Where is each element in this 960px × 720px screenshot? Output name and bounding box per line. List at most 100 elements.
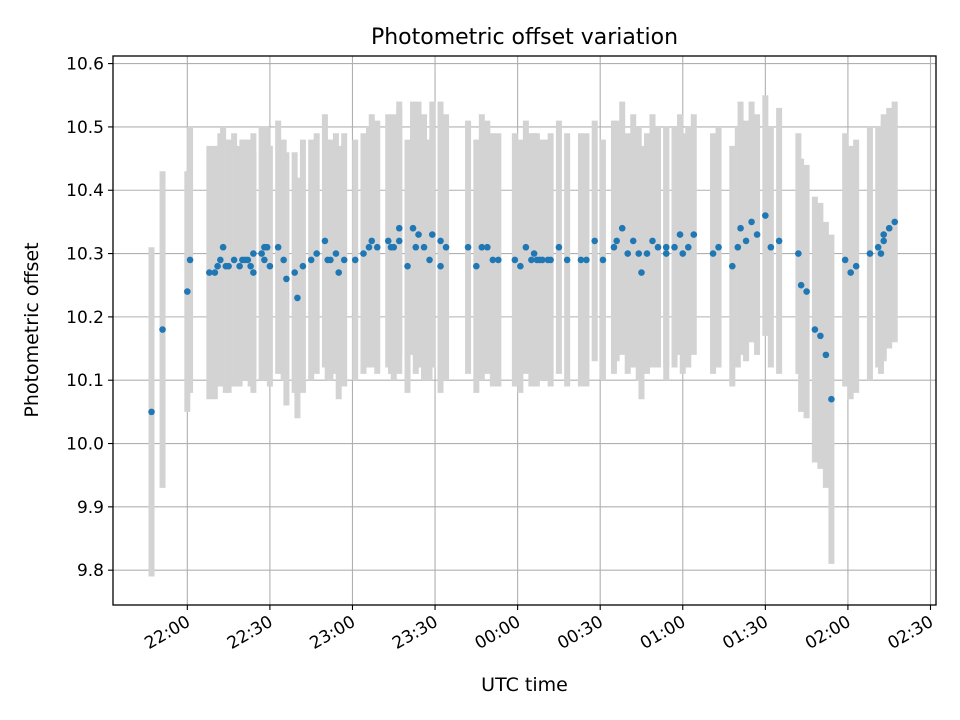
data-point xyxy=(709,250,717,257)
data-point xyxy=(767,243,775,251)
data-point xyxy=(291,269,298,276)
data-point xyxy=(511,256,519,264)
data-point xyxy=(250,269,257,276)
data-point xyxy=(263,243,271,251)
data-points xyxy=(148,212,899,416)
data-point xyxy=(734,243,742,251)
data-point xyxy=(420,243,428,251)
data-point xyxy=(186,256,194,264)
data-point xyxy=(217,256,224,264)
data-point xyxy=(219,243,227,251)
data-point xyxy=(690,231,698,238)
y-tick-label: 10.4 xyxy=(66,181,104,201)
data-point xyxy=(817,332,824,340)
data-point xyxy=(874,243,882,251)
data-point xyxy=(583,256,590,264)
data-point xyxy=(159,326,166,333)
data-point xyxy=(841,256,849,264)
y-axis-label: Photometric offset xyxy=(21,242,43,417)
x-axis-label: UTC time xyxy=(481,674,568,696)
data-point xyxy=(395,237,403,245)
data-point xyxy=(635,250,643,257)
data-point xyxy=(335,269,343,276)
data-point xyxy=(662,243,670,251)
data-point xyxy=(442,243,450,251)
y-tick-label: 10.3 xyxy=(66,245,104,265)
data-point xyxy=(599,256,607,264)
data-point xyxy=(428,231,436,238)
data-point xyxy=(822,351,830,359)
data-point xyxy=(679,250,687,257)
data-point xyxy=(373,243,381,251)
data-point xyxy=(484,243,491,251)
data-point xyxy=(351,256,359,264)
data-point xyxy=(852,262,860,270)
chart-title: Photometric offset variation xyxy=(371,25,678,50)
data-point xyxy=(211,269,219,276)
data-point xyxy=(613,237,621,245)
data-point xyxy=(762,212,769,219)
data-point xyxy=(437,237,444,245)
data-point xyxy=(299,262,307,270)
data-point xyxy=(415,231,422,238)
data-point xyxy=(473,262,480,270)
data-point xyxy=(662,250,670,257)
y-tick-label: 10.6 xyxy=(66,55,104,75)
data-point xyxy=(437,262,444,270)
data-point xyxy=(236,262,243,270)
data-point xyxy=(384,237,392,245)
data-point xyxy=(261,256,268,264)
y-tick-label: 9.9 xyxy=(77,498,104,518)
data-point xyxy=(891,218,899,226)
data-point xyxy=(478,243,486,251)
data-point xyxy=(517,262,524,270)
data-point xyxy=(618,224,626,232)
data-point xyxy=(828,395,835,403)
data-point xyxy=(795,250,802,257)
data-point xyxy=(214,262,221,270)
y-tick-label: 10.1 xyxy=(66,371,104,391)
data-point xyxy=(737,224,744,232)
data-point xyxy=(530,250,538,257)
data-point xyxy=(715,243,722,251)
data-point xyxy=(684,243,692,251)
data-point xyxy=(250,250,257,257)
data-point xyxy=(148,408,155,416)
data-point xyxy=(280,256,287,264)
data-point xyxy=(258,250,265,257)
data-point xyxy=(390,243,398,251)
data-point xyxy=(495,256,502,264)
data-point xyxy=(294,294,301,302)
data-point xyxy=(555,243,563,251)
data-point xyxy=(803,288,810,295)
data-point xyxy=(676,231,684,238)
data-point xyxy=(283,275,290,283)
data-point xyxy=(748,218,755,226)
data-point xyxy=(395,224,403,232)
data-point xyxy=(654,243,662,251)
data-point xyxy=(365,243,373,251)
data-point xyxy=(307,256,315,264)
data-point xyxy=(649,237,656,245)
data-point xyxy=(522,243,530,251)
data-point xyxy=(489,256,497,264)
data-point xyxy=(880,237,888,245)
data-point xyxy=(610,243,618,251)
data-point xyxy=(797,281,805,289)
data-point xyxy=(247,262,254,270)
data-point xyxy=(877,250,885,257)
y-tick-label: 10.5 xyxy=(66,118,104,138)
data-point xyxy=(404,262,411,270)
data-point xyxy=(671,243,678,251)
data-point xyxy=(742,237,750,245)
data-point xyxy=(729,262,736,270)
plot-frame xyxy=(112,55,937,606)
data-point xyxy=(332,250,340,257)
data-point xyxy=(624,250,632,257)
data-point xyxy=(321,237,329,245)
data-point xyxy=(464,243,472,251)
y-tick-label: 10.0 xyxy=(66,435,104,455)
data-point xyxy=(847,269,854,276)
data-point xyxy=(547,256,554,264)
